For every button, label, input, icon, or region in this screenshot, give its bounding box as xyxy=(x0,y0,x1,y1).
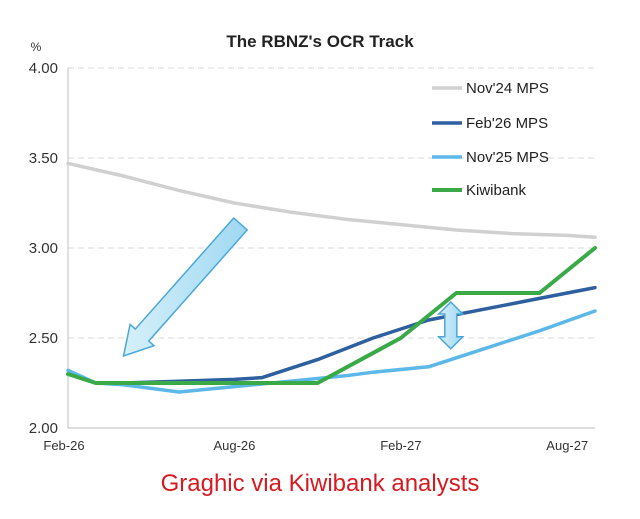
y-tick-label: 2.00 xyxy=(29,420,58,437)
legend-label-kiwibank: Kiwibank xyxy=(466,182,527,199)
y-tick-label: 2.50 xyxy=(29,330,58,347)
y-tick-label: 3.00 xyxy=(29,240,58,257)
legend-label-nov-25-mps: Nov'25 MPS xyxy=(466,149,549,166)
x-tick-label: Aug-26 xyxy=(213,438,255,453)
downward-arrow-annotation xyxy=(122,216,249,358)
series-lines xyxy=(66,161,597,394)
source-caption: Graghic via Kiwibank analysts xyxy=(160,470,480,497)
x-tick-label: Aug-27 xyxy=(546,438,588,453)
y-tick-label: 3.50 xyxy=(29,150,58,167)
y-tick-label: 4.00 xyxy=(29,60,58,77)
x-tick-label: Feb-26 xyxy=(43,438,84,453)
axes: 2.00 2.50 3.00 3.50 4.00 Feb-26 Aug-26 Feb-27 Au… xyxy=(29,60,595,453)
chart-title: The RBNZ's OCR Track xyxy=(226,32,414,51)
double-arrow-annotation xyxy=(436,300,465,350)
gridlines xyxy=(68,67,595,339)
chart: The RBNZ's OCR Track % 2.00 2.50 3.00 3.50 4… xyxy=(29,32,597,453)
y-axis-unit-label: % xyxy=(31,40,42,54)
series-line-kiwibank xyxy=(66,246,597,385)
legend: Nov'24 MPS Feb'26 MPS Nov'25 MPS Kiwibank xyxy=(432,80,549,199)
legend-label-feb-26-mps: Feb'26 MPS xyxy=(466,115,548,132)
x-tick-label: Feb-27 xyxy=(380,438,421,453)
legend-label-nov-24-mps: Nov'24 MPS xyxy=(466,80,549,97)
series-line-nov-24-mps xyxy=(66,161,597,239)
annotation-arrows xyxy=(122,216,465,358)
